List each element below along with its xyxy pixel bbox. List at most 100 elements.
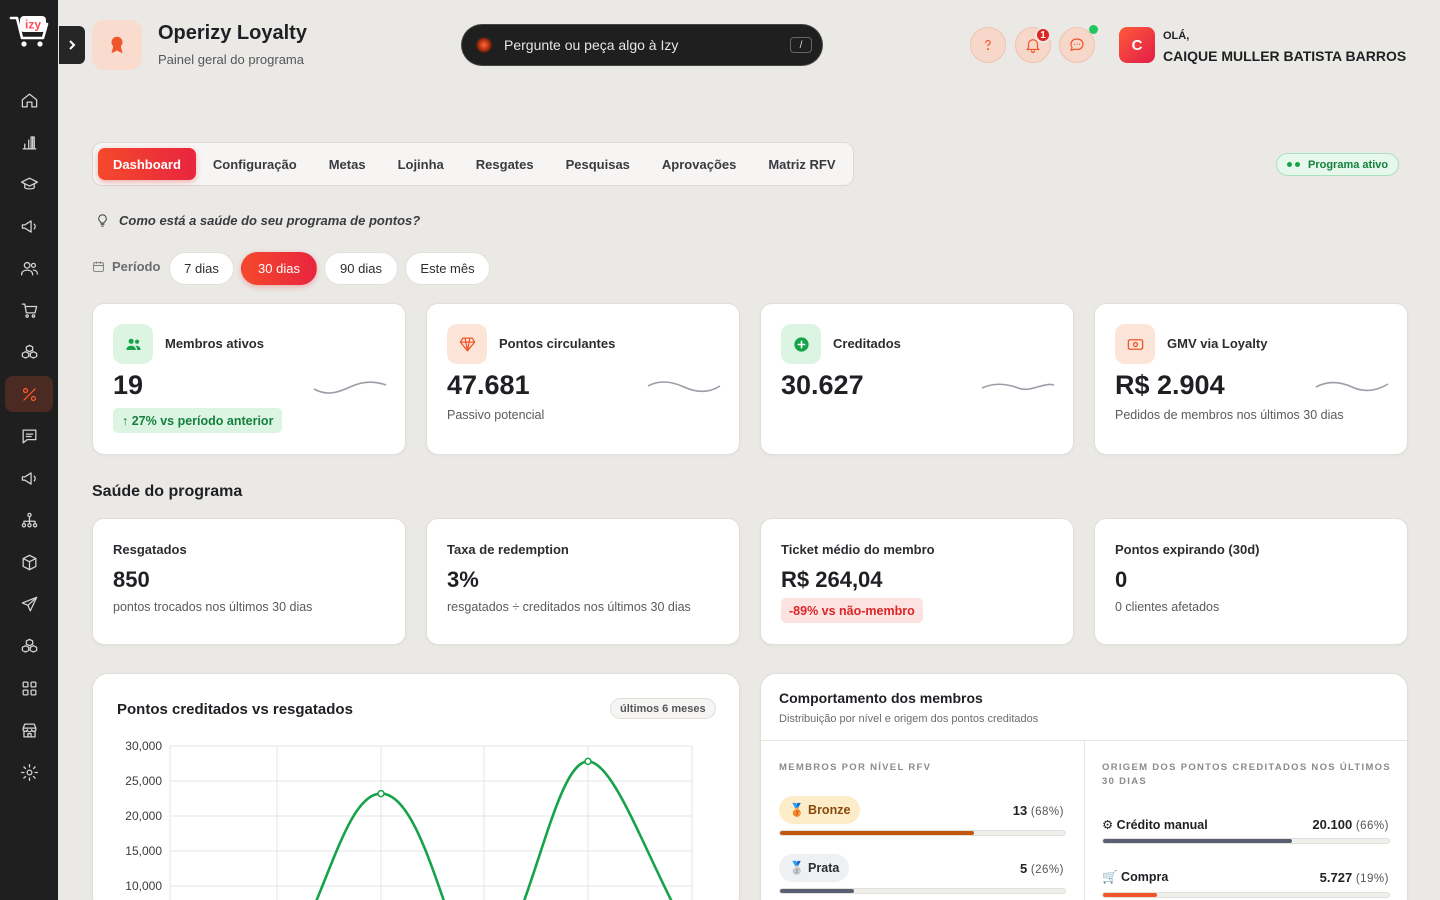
y-tick-label: 20,000 <box>125 809 162 823</box>
line-chart: 30,000 25,000 20,000 15,000 10,000 <box>125 739 693 900</box>
behavior-title: Comportamento dos membros <box>779 690 983 706</box>
sidebar-toggle-button[interactable] <box>59 26 85 64</box>
cash-icon <box>1115 324 1155 364</box>
status-dots-icon <box>1287 162 1300 167</box>
kpi-card-credited: Creditados 30.627 <box>760 303 1074 455</box>
users-icon <box>20 261 38 275</box>
chart-range-tag: últimos 6 meses <box>610 698 716 719</box>
sidebar-item-academy[interactable] <box>5 166 53 202</box>
izy-logo[interactable]: izy <box>9 12 51 50</box>
period-label: Período <box>92 259 160 274</box>
graduation-cap-icon <box>20 177 38 189</box>
diamond-icon <box>447 324 487 364</box>
sidebar-item-loyalty[interactable] <box>5 376 53 412</box>
tab-aprovacoes[interactable]: Aprovações <box>661 156 737 172</box>
greeting: OLÁ, <box>1163 30 1190 42</box>
data-point[interactable] <box>584 757 592 766</box>
notification-count-badge: 1 <box>1035 27 1051 43</box>
home-icon <box>21 93 37 107</box>
origin-value-number: 20.100 <box>1312 817 1353 832</box>
sidebar-item-home[interactable] <box>5 82 53 118</box>
cart-icon <box>21 303 37 318</box>
origin-label: 🛒 Compra <box>1102 870 1169 884</box>
health-card-subtitle: resgatados ÷ creditados nos últimos 30 d… <box>447 600 691 614</box>
tab-dashboard[interactable]: Dashboard <box>98 148 196 180</box>
sidebar-item-products[interactable] <box>5 544 53 580</box>
health-card-redemption-rate: Taxa de redemption 3% resgatados ÷ credi… <box>426 518 740 645</box>
cubes-icon <box>21 638 37 653</box>
sidebar-item-store[interactable] <box>5 292 53 328</box>
origin-bar <box>1102 838 1390 844</box>
level-bar-fill <box>780 889 855 893</box>
sidebar-item-network[interactable] <box>5 502 53 538</box>
sidebar-item-analytics[interactable] <box>5 124 53 160</box>
sidebar-item-integrations[interactable] <box>5 334 53 370</box>
status-badge-label: Programa ativo <box>1308 158 1389 171</box>
health-card-title: Pontos expirando (30d) <box>1115 542 1260 557</box>
period-label-text: Período <box>112 259 161 274</box>
calendar-icon <box>93 261 104 272</box>
chat-icon <box>1070 38 1084 51</box>
send-icon <box>21 596 37 611</box>
health-card-subtitle: pontos trocados nos últimos 30 dias <box>113 600 313 614</box>
kpi-value: 19 <box>113 370 144 400</box>
period-30-days[interactable]: 30 dias <box>241 252 317 285</box>
health-card-value: 3% <box>447 567 479 592</box>
status-badge: Programa ativo <box>1276 153 1400 176</box>
megaphone-icon <box>21 219 36 233</box>
sidebar-item-settings[interactable] <box>5 754 53 790</box>
tab-matriz-rfv[interactable]: Matriz RFV <box>768 156 836 172</box>
series-line <box>315 760 673 900</box>
level-count-value: 13 <box>1012 803 1028 818</box>
data-point[interactable] <box>377 789 385 798</box>
level-count: 5 (26%) <box>1020 861 1064 876</box>
kpi-title: GMV via Loyalty <box>1167 336 1268 351</box>
search-input[interactable] <box>504 37 774 53</box>
level-bar <box>779 888 1066 894</box>
health-card-subtitle: 0 clientes afetados <box>1115 600 1220 614</box>
section-title: Saúde do programa <box>92 483 243 500</box>
kpi-card-gmv: GMV via Loyalty R$ 2.904 Pedidos de memb… <box>1094 303 1408 455</box>
user-name[interactable]: CAIQUE MULLER BATISTA BARROS <box>1163 48 1407 64</box>
sidebar-item-apps[interactable] <box>5 670 53 706</box>
chat-button[interactable] <box>1059 27 1095 63</box>
grid-icon <box>22 681 36 695</box>
y-tick-label: 30,000 <box>125 739 162 753</box>
tab-metas[interactable]: Metas <box>328 156 366 172</box>
tab-pesquisas[interactable]: Pesquisas <box>565 156 630 172</box>
sidebar-item-campaigns[interactable] <box>5 208 53 244</box>
avatar[interactable]: C <box>1119 27 1155 63</box>
y-tick-label: 15,000 <box>125 844 162 858</box>
sidebar-item-messages[interactable] <box>5 418 53 454</box>
kpi-value: 30.627 <box>781 370 864 400</box>
sidebar-item-customers[interactable] <box>5 250 53 286</box>
sidebar-item-announcements[interactable] <box>5 460 53 496</box>
origin-value: 5.727 (19%) <box>1320 870 1389 885</box>
level-count: 13 (68%) <box>1013 803 1064 818</box>
sidebar-item-stores[interactable] <box>5 712 53 748</box>
origin-header: ORIGEM DOS PONTOS CREDITADOS NOS ÚLTIMOS… <box>1102 762 1391 787</box>
level-count-value: 5 <box>1019 861 1028 876</box>
sparkline <box>313 381 387 394</box>
origin-value-pct: (19%) <box>1355 873 1389 885</box>
program-icon <box>92 20 142 70</box>
period-90-days[interactable]: 90 dias <box>324 252 398 285</box>
sparkline <box>647 381 721 393</box>
levels-header: MEMBROS POR NÍVEL RFV <box>779 762 932 773</box>
online-status-dot <box>1089 25 1098 34</box>
period-this-month[interactable]: Este mês <box>405 252 490 285</box>
level-count-pct: (68%) <box>1030 806 1064 818</box>
sidebar-item-send[interactable] <box>5 586 53 622</box>
sidebar-item-modules[interactable] <box>5 628 53 664</box>
behavior-subtitle: Distribuição por nível e origem dos pont… <box>779 713 1039 725</box>
ai-search-bar[interactable]: / <box>462 25 822 65</box>
period-7-days[interactable]: 7 dias <box>169 252 234 285</box>
help-button[interactable] <box>970 27 1006 63</box>
origin-label: ⚙ Crédito manual <box>1102 818 1208 832</box>
tab-resgates[interactable]: Resgates <box>475 156 534 172</box>
tab-configuracao[interactable]: Configuração <box>212 156 297 172</box>
message-icon <box>22 429 36 443</box>
kpi-card-members: Membros ativos 19 ↑ 27% vs período anter… <box>92 303 406 455</box>
kpi-title: Pontos circulantes <box>499 336 616 351</box>
tab-lojinha[interactable]: Lojinha <box>397 156 444 172</box>
